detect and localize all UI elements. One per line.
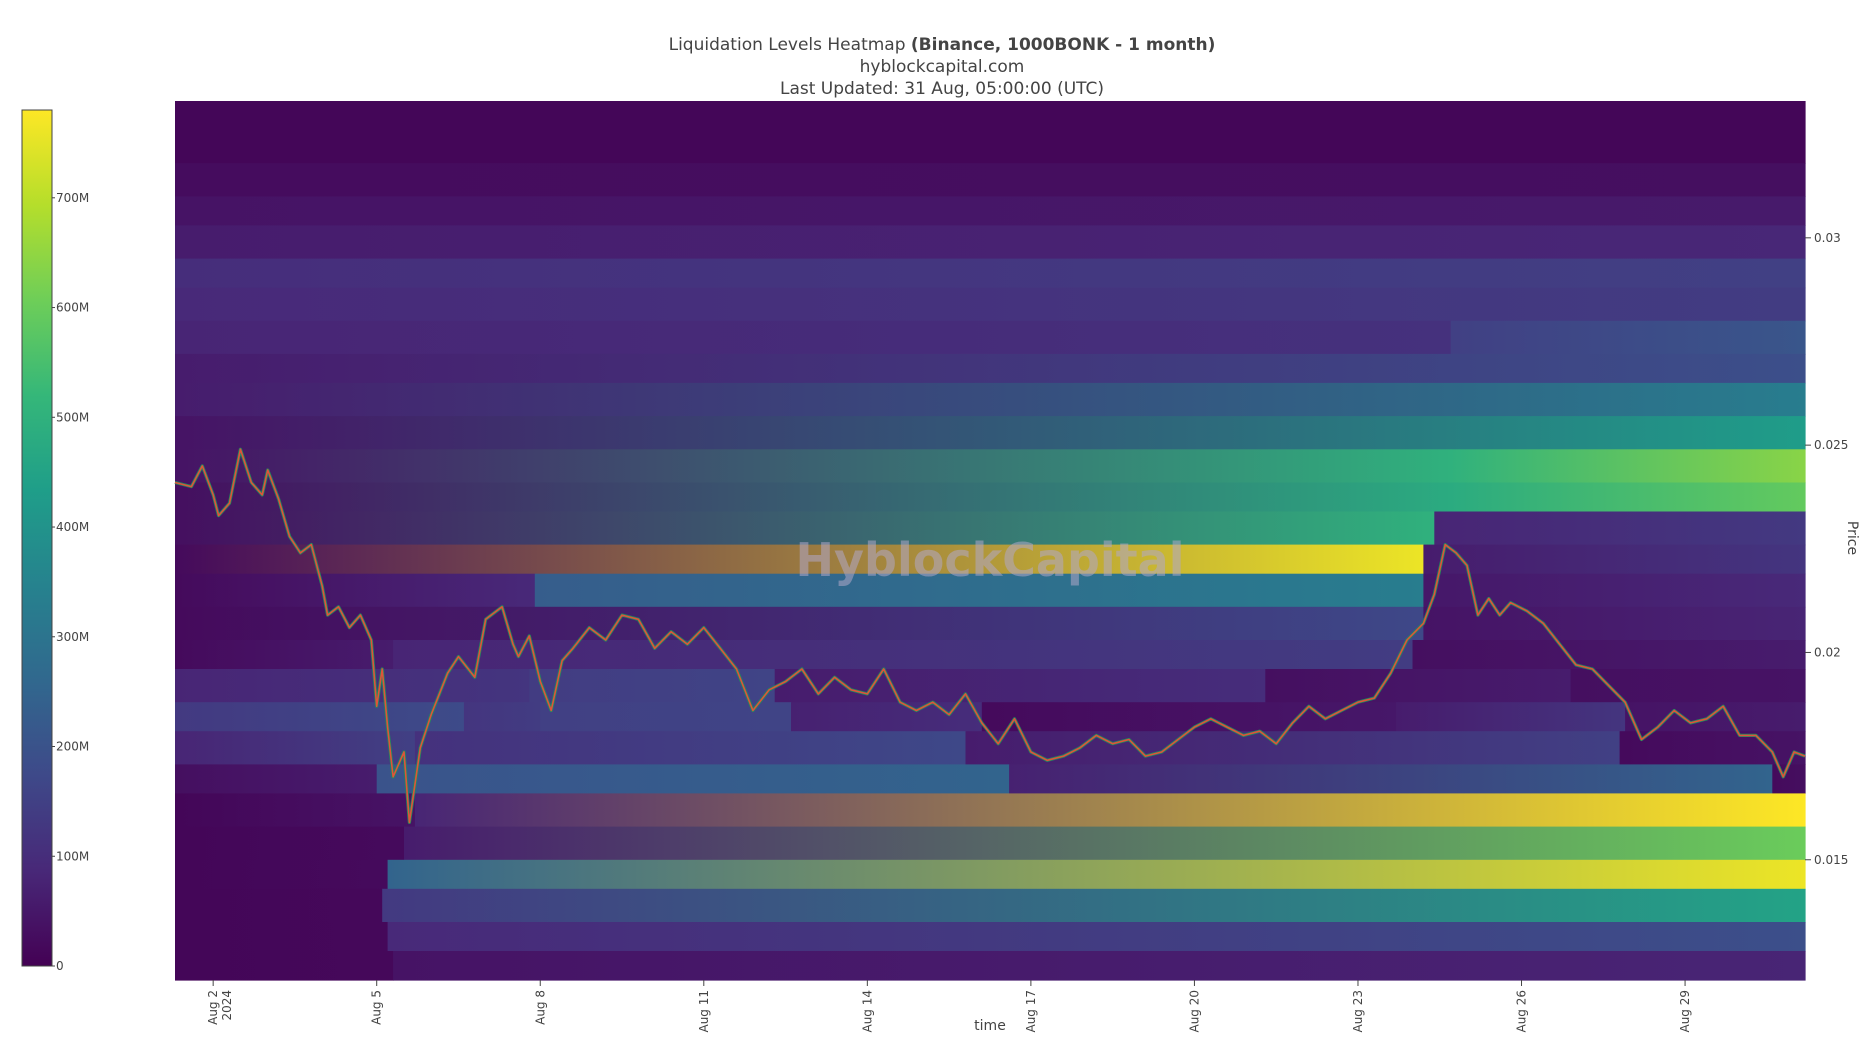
watermark: HyblockCapital bbox=[796, 533, 1185, 587]
heat-cell-12-0 bbox=[175, 511, 1435, 546]
heat-cell-15-1 bbox=[1423, 606, 1806, 641]
price-layer bbox=[174, 447, 1806, 825]
heat-cell-17-3 bbox=[1265, 669, 1572, 703]
heat-cell-11-0 bbox=[175, 482, 1452, 513]
heat-cell-18-1 bbox=[463, 702, 541, 732]
heat-cell-22-1 bbox=[404, 826, 1806, 861]
heat-cell-14-0 bbox=[175, 573, 536, 608]
x-tick-label-5: Aug 17 bbox=[1024, 990, 1038, 1033]
heat-cell-6-1 bbox=[1450, 320, 1806, 355]
heat-cell-6-0 bbox=[175, 320, 1452, 355]
heat-cell-14-1 bbox=[534, 573, 1424, 608]
heat-cell-24-1 bbox=[382, 888, 1806, 923]
heatmap-layer bbox=[175, 101, 1806, 981]
colorbar-label-3: 300M bbox=[56, 630, 89, 644]
heat-cell-3-0 bbox=[175, 225, 1806, 260]
heat-cell-9-0 bbox=[175, 416, 1806, 450]
heat-cell-2-0 bbox=[175, 196, 1806, 226]
heat-cell-19-2 bbox=[965, 731, 1621, 765]
heat-cell-18-4 bbox=[981, 702, 1397, 732]
heat-cell-19-0 bbox=[175, 731, 416, 765]
colorbar-label-4: 400M bbox=[56, 520, 89, 534]
x-tick-label-9: Aug 29 bbox=[1678, 990, 1692, 1033]
last-updated: Last Updated: 31 Aug, 05:00:00 (UTC) bbox=[780, 79, 1104, 99]
y-tick-label-0: 0.015 bbox=[1814, 853, 1848, 867]
heat-cell-18-3 bbox=[791, 702, 983, 732]
colorbar-label-1: 100M bbox=[56, 849, 89, 863]
heat-cell-7-0 bbox=[175, 353, 1806, 384]
chart-subtitle: hyblockcapital.com bbox=[860, 57, 1025, 77]
colorbar-label-6: 600M bbox=[56, 301, 89, 315]
heat-cell-22-0 bbox=[175, 826, 405, 861]
heat-cell-13-1 bbox=[1423, 544, 1806, 575]
heat-cell-18-2 bbox=[540, 702, 792, 732]
heat-cell-26-1 bbox=[393, 951, 1806, 981]
heat-cell-20-0 bbox=[175, 764, 378, 794]
heat-cell-21-0 bbox=[175, 793, 416, 828]
heat-cell-23-1 bbox=[387, 859, 1806, 890]
heat-cell-25-1 bbox=[387, 922, 1806, 952]
heat-cell-18-0 bbox=[175, 702, 465, 732]
y-axis-title: Price bbox=[1844, 521, 1860, 555]
heat-cell-8-0 bbox=[175, 382, 1806, 417]
x-tick-label-4: Aug 14 bbox=[860, 990, 874, 1033]
heat-cell-0-0 bbox=[175, 101, 1806, 164]
colorbar-label-7: 700M bbox=[56, 191, 89, 205]
y-tick-label-1: 0.02 bbox=[1814, 645, 1841, 659]
heat-cell-24-0 bbox=[175, 888, 383, 923]
chart-title-main: Liquidation Levels Heatmap bbox=[669, 35, 911, 55]
heat-cell-19-1 bbox=[414, 731, 967, 765]
heat-cell-13-0 bbox=[175, 544, 1424, 575]
heat-cell-1-0 bbox=[175, 163, 1806, 197]
heat-cell-18-6 bbox=[1625, 702, 1806, 732]
x-tick-label-2: Aug 8 bbox=[533, 990, 547, 1025]
x-tick-label-1: Aug 5 bbox=[370, 990, 384, 1025]
y-tick-label-2: 0.025 bbox=[1814, 438, 1848, 452]
heat-cell-10-0 bbox=[175, 449, 1452, 484]
colorbar-label-5: 500M bbox=[56, 410, 89, 424]
heat-cell-12-1 bbox=[1434, 511, 1806, 546]
heat-cell-23-0 bbox=[175, 859, 389, 890]
heat-cell-14-2 bbox=[1423, 573, 1806, 608]
heat-cell-26-0 bbox=[175, 951, 394, 981]
x-tick-label-7: Aug 23 bbox=[1351, 990, 1365, 1033]
axes-layer: Aug 2 2024 Aug 5 Aug 8 Aug 11 Aug 14 Aug 17 Aug… bbox=[206, 231, 1848, 1033]
heat-cell-20-1 bbox=[376, 764, 1010, 794]
x-tick-label-8: Aug 26 bbox=[1515, 990, 1529, 1033]
x-tick-label-6: Aug 20 bbox=[1187, 990, 1201, 1033]
heat-cell-16-2 bbox=[1412, 640, 1806, 670]
heat-cell-20-3 bbox=[1772, 764, 1806, 794]
chart-title: Liquidation Levels Heatmap (Binance, 100… bbox=[669, 35, 1216, 55]
heat-cell-17-2 bbox=[774, 669, 1266, 703]
heat-cell-11-1 bbox=[1450, 482, 1806, 513]
x-axis-title: time bbox=[974, 1018, 1006, 1034]
heat-cell-4-0 bbox=[175, 258, 1806, 289]
x-tick-label-year: 2024 bbox=[220, 990, 234, 1021]
heat-cell-25-0 bbox=[175, 922, 389, 952]
heat-cell-16-1 bbox=[393, 640, 1414, 670]
y-tick-label-3: 0.03 bbox=[1814, 231, 1841, 245]
heat-cell-5-0 bbox=[175, 287, 1806, 322]
colorbar: 0 100M 200M 300M 400M 500M 600M 700M bbox=[21, 109, 89, 973]
x-tick-label-0: Aug 2 bbox=[206, 990, 220, 1025]
colorbar-label-0: 0 bbox=[56, 959, 64, 973]
heat-cell-21-1 bbox=[414, 793, 1806, 828]
colorbar-label-2: 200M bbox=[56, 740, 89, 754]
colorbar-gradient bbox=[21, 109, 53, 967]
heat-cell-15-0 bbox=[175, 606, 1424, 641]
heat-cell-17-1 bbox=[529, 669, 776, 703]
heat-cell-10-1 bbox=[1450, 449, 1806, 484]
price-line bbox=[174, 448, 1806, 824]
chart-title-bold: (Binance, 1000BONK - 1 month) bbox=[911, 35, 1215, 55]
x-tick-label-3: Aug 11 bbox=[697, 990, 711, 1033]
heat-cell-20-2 bbox=[1009, 764, 1773, 794]
heat-cell-17-4 bbox=[1570, 669, 1806, 703]
heat-cell-18-5 bbox=[1396, 702, 1626, 732]
heat-cell-16-0 bbox=[175, 640, 394, 670]
